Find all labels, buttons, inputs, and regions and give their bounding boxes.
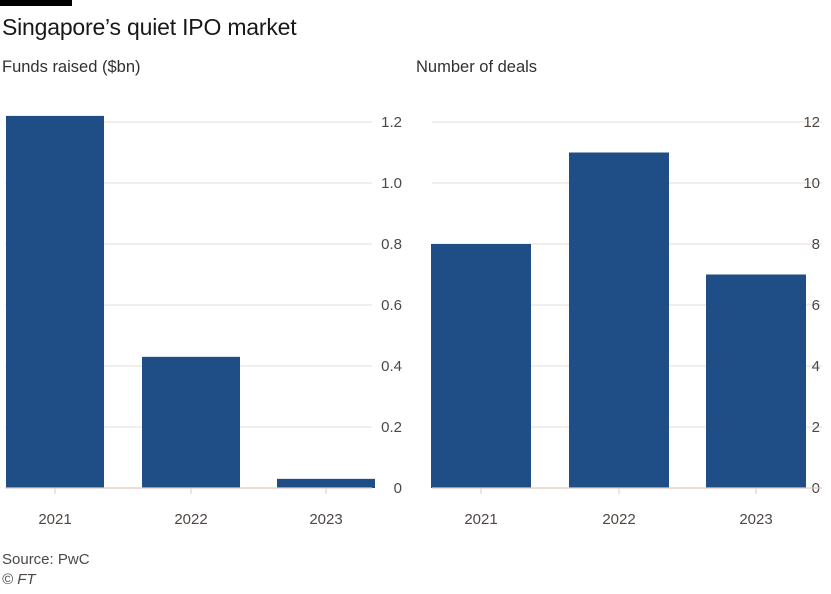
funds-ytick-label: 0.8: [381, 236, 402, 253]
funds-ytick-label: 0.4: [381, 358, 402, 375]
chart-title: Singapore’s quiet IPO market: [2, 14, 297, 40]
funds-bar-2023: [277, 478, 375, 488]
deals-bar-2023: [706, 274, 806, 488]
brand-bar: [0, 0, 72, 6]
funds-xtick-label: 2023: [309, 511, 342, 528]
deals-ytick-label: 12: [803, 114, 820, 131]
deals-ytick-label: 6: [812, 297, 820, 314]
funds-ytick-label: 1.2: [381, 114, 402, 131]
deals-xtick-label: 2021: [464, 511, 497, 528]
funds-xtick-label: 2022: [174, 511, 207, 528]
source-note: Source: PwC: [2, 551, 90, 568]
deals-bar-2022: [569, 152, 669, 488]
funds-ytick-label: 0.2: [381, 419, 402, 436]
funds-ytick-label: 0: [394, 480, 402, 497]
copyright-note: © FT: [2, 571, 36, 588]
funds-ytick-label: 0.6: [381, 297, 402, 314]
deals-ytick-label: 8: [812, 236, 820, 253]
deals-ytick-label: 10: [803, 175, 820, 192]
right-chart-subtitle: Number of deals: [416, 58, 538, 76]
funds-xtick-label: 2021: [38, 511, 71, 528]
deals-xtick-label: 2023: [739, 511, 772, 528]
deals-xtick-label: 2022: [602, 511, 635, 528]
funds-bar-2021: [6, 115, 104, 489]
funds-ytick-label: 1.0: [381, 175, 402, 192]
funds-bar-2022: [142, 356, 240, 488]
deals-bar-2021: [431, 244, 531, 488]
deals-ytick-label: 4: [812, 358, 820, 375]
left-chart-subtitle: Funds raised ($bn): [2, 58, 141, 76]
deals-ytick-label: 2: [812, 419, 820, 436]
